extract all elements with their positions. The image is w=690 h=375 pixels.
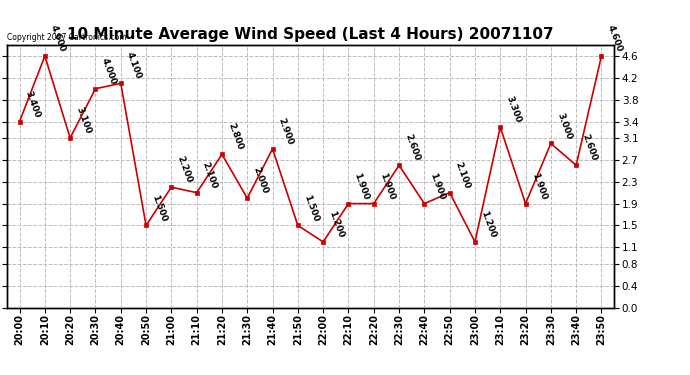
Text: 2.900: 2.900 xyxy=(277,117,295,146)
Text: 1.900: 1.900 xyxy=(530,171,548,201)
Text: 3.400: 3.400 xyxy=(23,89,42,119)
Title: 10 Minute Average Wind Speed (Last 4 Hours) 20071107: 10 Minute Average Wind Speed (Last 4 Hou… xyxy=(67,27,554,42)
Text: 2.600: 2.600 xyxy=(403,133,422,162)
Text: 2.800: 2.800 xyxy=(226,122,244,152)
Text: 1.900: 1.900 xyxy=(353,171,371,201)
Text: 1.900: 1.900 xyxy=(428,171,446,201)
Text: 4.600: 4.600 xyxy=(49,24,67,53)
Text: 2.200: 2.200 xyxy=(175,155,194,184)
Text: Copyright 2007 Cartronics.com: Copyright 2007 Cartronics.com xyxy=(7,33,126,42)
Text: 3.100: 3.100 xyxy=(75,106,92,135)
Text: 1.500: 1.500 xyxy=(150,193,168,223)
Text: 1.900: 1.900 xyxy=(378,171,396,201)
Text: 1.500: 1.500 xyxy=(302,193,320,223)
Text: 1.200: 1.200 xyxy=(479,210,497,239)
Text: 1.200: 1.200 xyxy=(327,210,346,239)
Text: 4.600: 4.600 xyxy=(606,24,624,53)
Text: 2.600: 2.600 xyxy=(580,133,598,162)
Text: 2.100: 2.100 xyxy=(454,160,472,190)
Text: 4.000: 4.000 xyxy=(99,57,118,86)
Text: 2.000: 2.000 xyxy=(251,166,270,195)
Text: 3.300: 3.300 xyxy=(504,95,522,124)
Text: 3.000: 3.000 xyxy=(555,111,573,141)
Text: 4.100: 4.100 xyxy=(125,51,143,81)
Text: 2.100: 2.100 xyxy=(201,160,219,190)
